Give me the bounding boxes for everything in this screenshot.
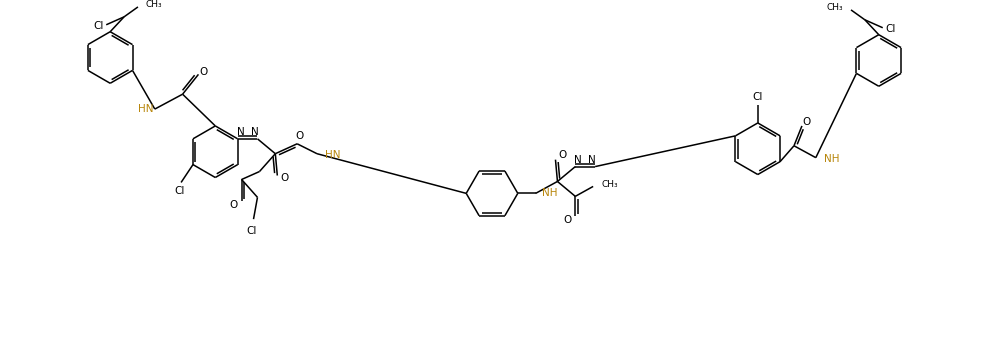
Text: Cl: Cl [246, 226, 257, 236]
Text: NH: NH [541, 188, 557, 198]
Text: O: O [563, 215, 572, 225]
Text: Cl: Cl [93, 21, 103, 31]
Text: Cl: Cl [753, 92, 763, 102]
Text: N: N [588, 155, 596, 165]
Text: O: O [803, 117, 811, 127]
Text: Cl: Cl [174, 186, 184, 196]
Text: O: O [558, 150, 567, 160]
Text: CH₃: CH₃ [146, 0, 162, 9]
Text: O: O [280, 174, 288, 183]
Text: N: N [575, 155, 583, 165]
Text: O: O [295, 131, 303, 141]
Text: Cl: Cl [886, 24, 895, 34]
Text: N: N [251, 127, 259, 137]
Text: CH₃: CH₃ [827, 4, 843, 12]
Text: CH₃: CH₃ [601, 180, 618, 189]
Text: O: O [229, 200, 238, 210]
Text: HN: HN [139, 104, 154, 114]
Text: O: O [200, 67, 208, 77]
Text: HN: HN [325, 150, 340, 160]
Text: N: N [237, 127, 244, 137]
Text: NH: NH [824, 154, 839, 164]
